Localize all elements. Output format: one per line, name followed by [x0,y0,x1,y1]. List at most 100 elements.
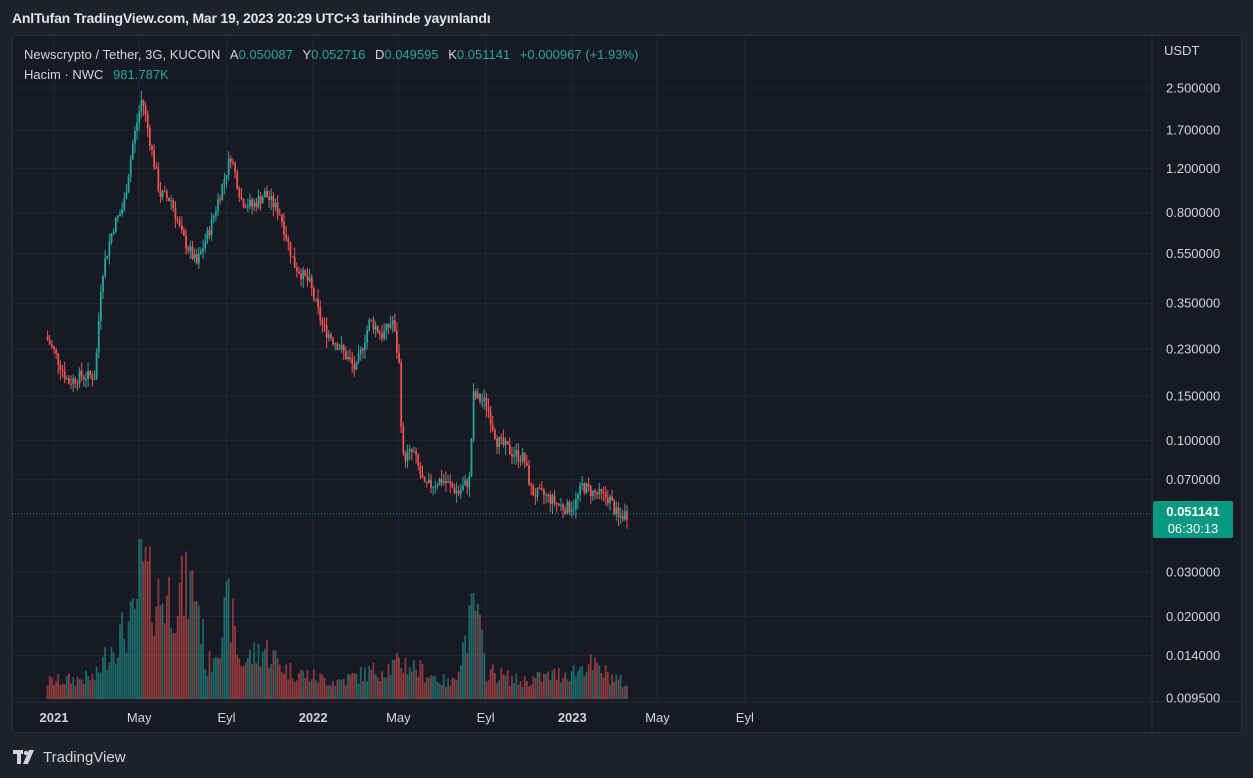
volume-bar [87,675,89,699]
price-tick-label: 0.100000 [1166,433,1220,448]
volume-bar [200,644,202,699]
candle-body [257,196,260,208]
volume-bar [530,684,533,699]
candle-body [579,485,582,495]
volume-bar [336,679,339,699]
volume-value: 981.787K [113,67,169,82]
time-tick-label: Eyl [736,710,754,725]
volume-bar [357,683,360,699]
candle-body [423,477,426,482]
candle-body [587,483,590,487]
candle-body [255,202,258,208]
candle-body [306,275,309,281]
volume-bar [225,580,228,699]
candle-body [574,499,577,509]
volume-bar [555,679,558,699]
volume-bar [489,668,492,699]
volume-bar [623,685,626,699]
volume-bar [191,570,194,699]
candle-body [202,248,204,252]
volume-bar [602,677,605,699]
candle-body [50,344,53,347]
time-tick-label: Eyl [217,710,235,725]
volume-bar [168,576,170,699]
candle-body [615,507,618,515]
candle-body [442,480,445,483]
candle-body [253,202,256,207]
candle-body [462,485,464,491]
candle-body [468,476,471,487]
volume-bar [291,678,294,699]
candle-body [359,348,362,354]
volume-bar [487,680,490,699]
volume-bar [159,605,162,699]
price-tick-label: 2.500000 [1166,81,1220,96]
candle-body [195,254,198,264]
volume-bar [517,684,520,699]
candle-body [327,334,330,338]
volume-bar [102,656,104,699]
candle-body [413,451,415,453]
candle-body [483,397,486,402]
candle-body [376,326,379,333]
candle-body [136,122,138,132]
volume-bar [462,642,464,699]
volume-bar [521,687,524,699]
candle-body [285,234,288,240]
candle-body [536,488,539,497]
candle-body [80,370,83,377]
volume-bar [80,679,83,699]
low-value: 0.049595 [384,47,439,62]
candle-body [408,449,411,452]
candle-body [404,453,407,462]
volume-bar [425,677,428,699]
volume-bars [46,539,628,699]
volume-bar [234,625,236,699]
candle-body [302,269,305,280]
volume-bar [591,670,594,699]
volume-bar [82,684,85,699]
volume-bar [545,673,547,699]
volume-bar [123,639,126,699]
volume-bar [538,672,541,699]
volume-bar [50,677,53,699]
volume-bar [447,678,449,699]
volume-bar [504,675,507,699]
low-label: D [374,47,385,62]
volume-bar [285,664,288,699]
candle-body [223,179,226,185]
volume-bar [110,646,113,699]
tradingview-logo[interactable]: TradingView [13,746,126,768]
candlestick-chart[interactable]: USDT 2.500000 1.700000 1.200000 0.800000 0.5… [12,35,1242,733]
volume-bar [232,598,234,699]
volume-bar [549,679,552,699]
candle-body [445,480,447,483]
volume-bar [59,685,62,699]
volume-bar [508,686,511,699]
candle-body [155,167,158,169]
candle-body [547,494,550,496]
candle-body [545,494,547,496]
candle-body [121,209,124,214]
volume-bar [334,686,337,699]
candle-body [157,168,160,191]
volume-bar [240,666,243,699]
volume-bar [342,678,345,699]
candle-body [534,495,537,497]
candle-body [476,393,479,398]
volume-bar [423,682,426,699]
candle-body [355,361,358,370]
high-label: Y [302,47,312,62]
candle-body [159,190,162,197]
candle-body [144,105,147,115]
candle-body [229,158,232,162]
volume-bar [438,683,441,699]
candle-body [481,401,484,403]
candle-body [287,239,290,242]
candle-body [127,176,130,193]
volume-bar [249,649,251,699]
volume-bar [119,624,121,699]
volume-bar [253,642,256,699]
candle-body [564,509,567,514]
candle-body [236,171,239,189]
